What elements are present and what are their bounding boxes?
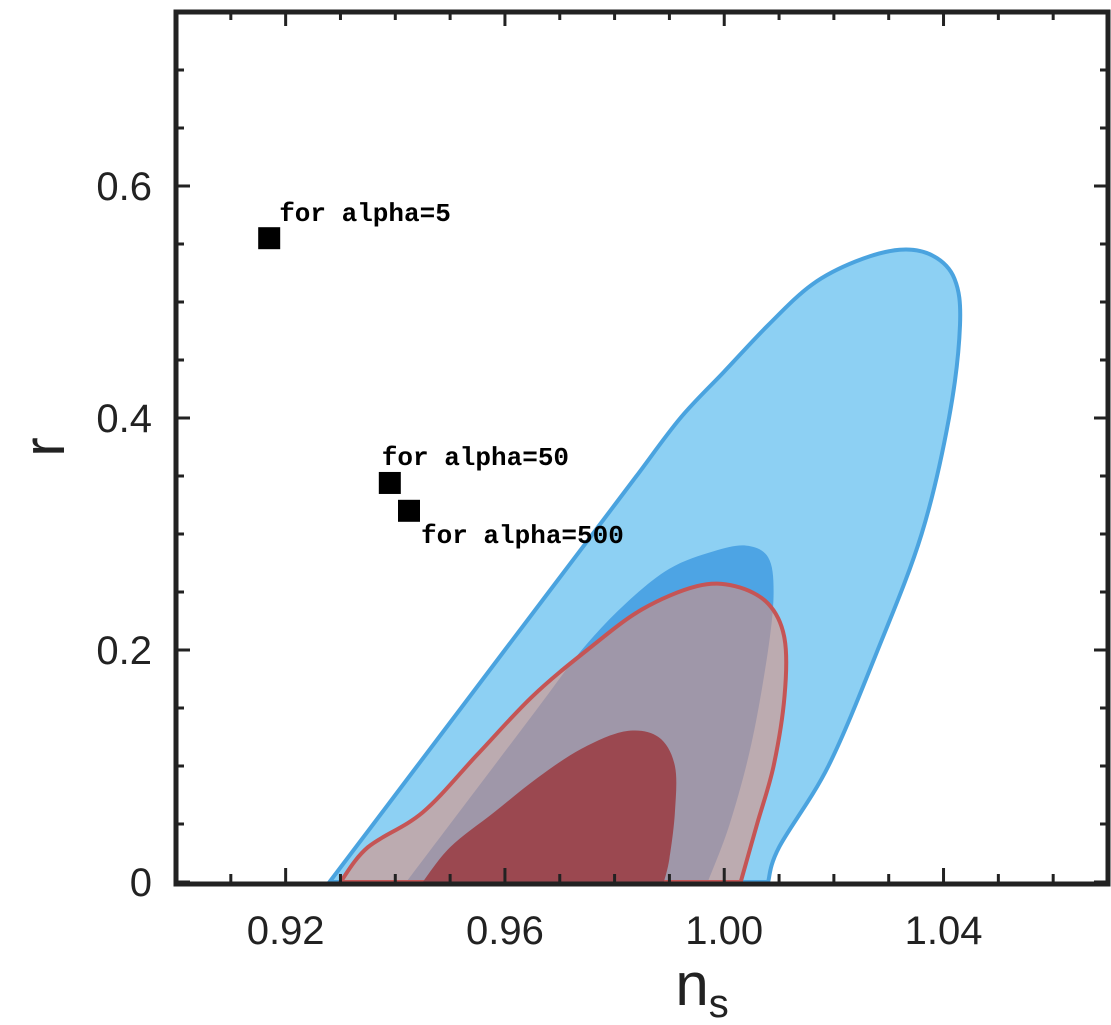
x-tick-label: 1.00 [685, 909, 763, 953]
data-point-marker [258, 227, 281, 250]
x-axis-title: ns [675, 951, 728, 1025]
axes [173, 9, 1111, 887]
x-tick-label: 1.04 [905, 909, 983, 953]
x-tick-label: 0.96 [466, 909, 544, 953]
data-point-marker [398, 499, 420, 522]
x-axis-title-subscript: s [709, 982, 729, 1025]
data-point-marker [378, 471, 401, 494]
data-points: for alpha=5 for alpha=50 for alpha=500 [258, 199, 624, 551]
x-tick-label: 0.92 [247, 909, 325, 953]
y-axis-title: r [12, 437, 77, 456]
y-tick-label: 0.4 [96, 397, 152, 441]
data-point-label: for alpha=50 [382, 443, 569, 473]
plot-frame [173, 9, 1111, 887]
x-axis-title-main: n [675, 951, 708, 1018]
region-blue-outer [325, 247, 963, 884]
ticks: 0.92 0.96 1.00 1.04 0 0.2 0.4 0.6 [96, 10, 1110, 953]
y-tick-label: 0 [130, 861, 152, 905]
data-point-label: for alpha=5 [279, 199, 451, 229]
y-tick-label: 0.2 [96, 629, 152, 673]
confidence-regions [325, 247, 963, 884]
data-point-label: for alpha=500 [421, 521, 624, 551]
y-tick-label: 0.6 [96, 165, 152, 209]
region-red-inner [422, 730, 677, 882]
